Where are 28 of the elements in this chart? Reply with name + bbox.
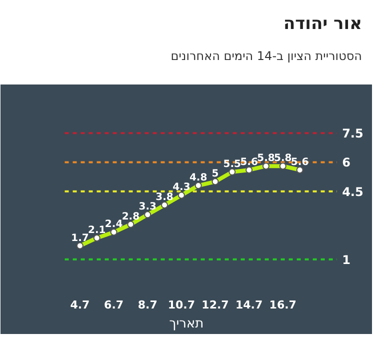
chart-subtitle: הסטוריית הציון ב-14 הימים האחרונים [170,48,362,66]
ref-line-label: 1 [342,252,350,267]
x-axis-title: תאריך [169,316,204,332]
data-label: 3.8 [156,192,174,203]
data-label: 5 [212,168,219,180]
data-label: 2.8 [122,211,140,222]
x-tick-label: 6.7 [104,298,124,312]
ref-line-label: 7.5 [342,126,364,141]
data-label: 1.7 [71,232,89,244]
data-label: 5.8 [257,153,275,164]
x-tick-label: 8.7 [138,298,158,312]
data-label: 5.5 [223,158,242,170]
data-label: 2.1 [88,224,106,236]
chart-title: אור יהודה [282,13,362,36]
x-tick-label: 12.7 [202,298,229,312]
x-tick-label: 16.7 [269,298,296,312]
data-label: 3.3 [138,202,157,213]
x-tick-label: 10.7 [168,298,195,312]
data-label: 5.6 [240,156,258,168]
data-label: 2.4 [104,219,123,230]
data-label: 4.8 [189,172,208,184]
ref-line-label: 6 [342,156,350,170]
x-tick-label: 14.7 [235,298,263,312]
data-label: 5.8 [274,153,292,164]
data-label: 5.6 [290,156,309,168]
ref-line-label: 4.5 [342,184,364,199]
data-label: 4.3 [172,182,190,194]
x-tick-label: 4.7 [70,298,90,312]
